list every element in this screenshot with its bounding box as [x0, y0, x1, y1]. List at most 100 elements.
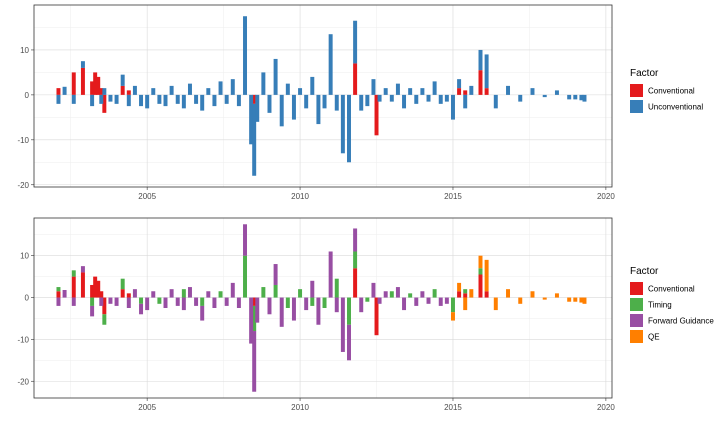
panel-border — [33, 217, 613, 399]
bottom-bar-forward-guidance — [414, 297, 419, 306]
legend-title: Factor — [630, 68, 659, 79]
top-bar-unconventional — [114, 94, 119, 104]
bottom-bar-qe — [579, 297, 584, 303]
top-bar-unconventional — [408, 88, 413, 95]
bottom-bar-timing — [478, 268, 483, 275]
top-bar-unconventional — [279, 94, 284, 127]
top-bar-unconventional — [383, 88, 388, 95]
bottom-bar-forward-guidance — [304, 297, 309, 311]
bottom-bar-qe — [554, 293, 559, 298]
top-bar-unconventional — [108, 94, 113, 102]
bottom-bar-timing — [261, 287, 266, 298]
bottom-bar-forward-guidance — [273, 264, 278, 285]
y-tick-label: -10 — [17, 335, 29, 344]
top-bar-unconventional — [328, 34, 333, 95]
bottom-bar-forward-guidance — [224, 297, 229, 306]
top-bar-unconventional — [542, 94, 547, 98]
top-bar-unconventional — [230, 79, 235, 95]
bottom-bar-forward-guidance — [347, 324, 351, 361]
bottom-bar-forward-guidance — [291, 297, 296, 321]
top-bar-unconventional — [518, 94, 523, 102]
top-bar-unconventional — [255, 94, 260, 122]
bottom-bar-forward-guidance — [328, 251, 333, 298]
bottom-bar-qe — [450, 312, 455, 321]
bottom-bar-conventional — [484, 291, 489, 298]
bottom-bar-timing — [200, 297, 205, 306]
top-bar-unconventional — [450, 94, 455, 120]
top-bar-unconventional — [457, 79, 462, 89]
bottom-bar-forward-guidance — [194, 297, 199, 306]
bottom-bar-timing — [102, 314, 107, 325]
bottom-bar-qe — [582, 297, 587, 304]
bottom-bar-forward-guidance — [145, 297, 150, 311]
y-tick-label: -10 — [17, 136, 29, 145]
top-bar-unconventional — [347, 94, 351, 163]
bottom-bar-conventional — [457, 291, 462, 298]
bottom-bar-forward-guidance — [99, 297, 104, 306]
bottom-bar-forward-guidance — [377, 297, 382, 304]
top-bar-unconventional — [359, 94, 364, 111]
top-bar-conventional — [102, 94, 107, 113]
bottom-bar-timing — [71, 270, 76, 277]
bottom-bar-forward-guidance — [206, 291, 211, 298]
bottom-bar-timing — [389, 291, 394, 298]
bottom-bar-conventional — [252, 297, 257, 306]
bottom-bar-forward-guidance — [71, 297, 76, 306]
bottom-bar-forward-guidance — [163, 297, 168, 308]
top-bar-conventional — [56, 88, 61, 95]
bottom-bar-conventional — [56, 291, 61, 298]
x-tick-label: 2020 — [597, 192, 615, 201]
top-bar-unconventional — [573, 94, 578, 100]
top-bar-conventional — [99, 88, 104, 95]
bottom-chart-legend: Factor Conventional Timing Forward Guidance… — [630, 266, 714, 343]
bottom-bar-forward-guidance — [340, 297, 345, 352]
top-bar-unconventional — [582, 94, 587, 102]
bottom-bar-forward-guidance — [90, 305, 95, 317]
x-tick-label: 2010 — [291, 403, 309, 412]
top-bar-unconventional — [310, 76, 315, 95]
x-tick-label: 2015 — [444, 192, 462, 201]
bottom-bar-conventional — [374, 297, 379, 336]
bottom-bar-forward-guidance — [316, 297, 321, 325]
legend-key-conventional — [630, 282, 643, 295]
bottom-bar-forward-guidance — [426, 297, 431, 304]
bottom-bar-forward-guidance — [151, 291, 156, 298]
bottom-bar-forward-guidance — [395, 287, 400, 298]
bottom-bar-timing — [408, 293, 413, 298]
legend-label: Timing — [648, 301, 672, 310]
bottom-bar-forward-guidance — [438, 297, 443, 306]
x-tick-label: 2010 — [291, 192, 309, 201]
legend-label: QE — [648, 333, 660, 342]
top-bar-unconventional — [377, 94, 382, 102]
top-bar-unconventional — [218, 81, 223, 95]
top-bar-unconventional — [132, 85, 137, 95]
top-bar-unconventional — [469, 85, 474, 95]
top-bar-unconventional — [530, 88, 535, 95]
top-bar-unconventional — [102, 88, 107, 95]
bottom-bar-forward-guidance — [252, 331, 257, 392]
bottom-bar-forward-guidance — [236, 297, 241, 308]
bottom-bar-timing — [56, 287, 61, 292]
top-bar-unconventional — [187, 83, 192, 95]
bottom-bar-forward-guidance — [139, 303, 144, 315]
top-bar-unconventional — [402, 94, 407, 109]
legend-key-qe — [630, 330, 643, 343]
panel-border — [33, 4, 613, 188]
bottom-bar-forward-guidance — [279, 297, 284, 327]
bottom-bar-timing — [432, 289, 437, 298]
bottom-bar-qe — [573, 297, 578, 302]
x-tick-label: 2005 — [138, 192, 156, 201]
x-tick-label: 2020 — [597, 403, 615, 412]
top-bar-unconventional — [99, 94, 104, 104]
legend-label: Conventional — [648, 87, 695, 96]
top-bar-unconventional — [90, 94, 95, 107]
top-bar-unconventional — [322, 94, 327, 109]
top-bar-conventional — [90, 81, 95, 95]
top-bar-conventional — [93, 72, 98, 95]
y-tick-label: -20 — [17, 377, 29, 386]
y-tick-label: 10 — [20, 252, 29, 261]
bottom-bar-conventional — [478, 274, 483, 298]
top-bar-unconventional — [157, 94, 162, 104]
top-chart-panel: -20 -10 0 10 2005 2010 2015 2020 — [17, 4, 615, 201]
